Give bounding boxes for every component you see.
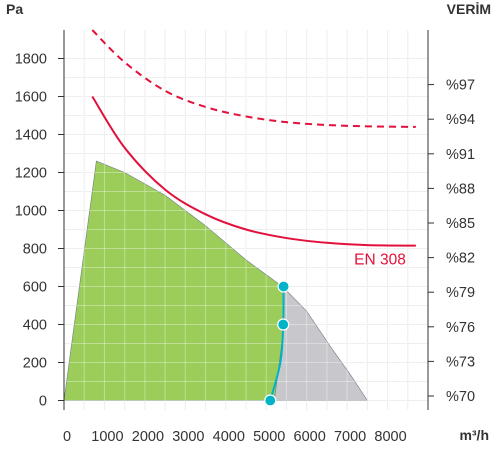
y-tick-label: 600 xyxy=(23,280,47,296)
y2-tick-label: %94 xyxy=(446,112,475,128)
dashed-line-series-3 xyxy=(91,29,416,128)
x-tick-label: 3000 xyxy=(172,429,204,445)
y2-tick-label: %79 xyxy=(446,285,475,301)
x-tick-label: 4000 xyxy=(213,429,245,445)
y2-tick-label: %97 xyxy=(446,78,475,94)
x-tick-label: 8000 xyxy=(374,429,406,445)
x-axis-unit: m³/h xyxy=(459,427,489,443)
solid-line-series-4 xyxy=(269,286,285,401)
x-tick-label: 2000 xyxy=(132,429,164,445)
y-tick-label: 1800 xyxy=(15,52,47,68)
line-layer xyxy=(91,29,416,401)
y-tick-label: 200 xyxy=(23,356,47,372)
x-tick-label: 0 xyxy=(63,429,71,445)
y-tick-label: 800 xyxy=(23,242,47,258)
x-tick-label: 1000 xyxy=(91,429,123,445)
axis-layer xyxy=(58,30,434,410)
series-annotation: EN 308 xyxy=(354,252,406,269)
y2-tick-label: %82 xyxy=(446,251,475,267)
y2-tick-label: %70 xyxy=(446,389,475,405)
y-tick-label: 0 xyxy=(39,394,47,410)
y-tick-label: 400 xyxy=(23,318,47,334)
y-tick-label: 1600 xyxy=(15,90,47,106)
y2-axis-unit: VERİM xyxy=(447,1,491,17)
y2-tick-label: %91 xyxy=(446,147,475,163)
label-layer: Pa VERİM m³/h EN 308 0 200 400 600 800 1000 120… xyxy=(6,1,491,445)
y2-tick-label: %85 xyxy=(446,216,475,232)
x-tick-label: 5000 xyxy=(253,429,285,445)
y-tick-label: 1400 xyxy=(15,128,47,144)
solid-line-series-2 xyxy=(91,95,416,247)
overgrid-layer xyxy=(64,30,428,410)
operating-point xyxy=(264,394,277,407)
point-layer xyxy=(264,280,290,407)
operating-point xyxy=(277,318,290,331)
x-tick-label: 6000 xyxy=(294,429,326,445)
x-tick-label: 7000 xyxy=(334,429,366,445)
y-tick-label: 1200 xyxy=(15,166,47,182)
area-layer xyxy=(63,160,368,401)
y-tick-label: 1000 xyxy=(15,204,47,220)
y2-tick-label: %76 xyxy=(446,320,475,336)
y2-tick-label: %88 xyxy=(446,181,475,197)
operating-point xyxy=(277,280,290,293)
y2-tick-label: %73 xyxy=(446,354,475,370)
y-axis-unit: Pa xyxy=(6,1,23,17)
